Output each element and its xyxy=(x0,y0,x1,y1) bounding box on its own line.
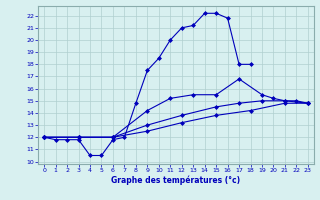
X-axis label: Graphe des températures (°c): Graphe des températures (°c) xyxy=(111,176,241,185)
